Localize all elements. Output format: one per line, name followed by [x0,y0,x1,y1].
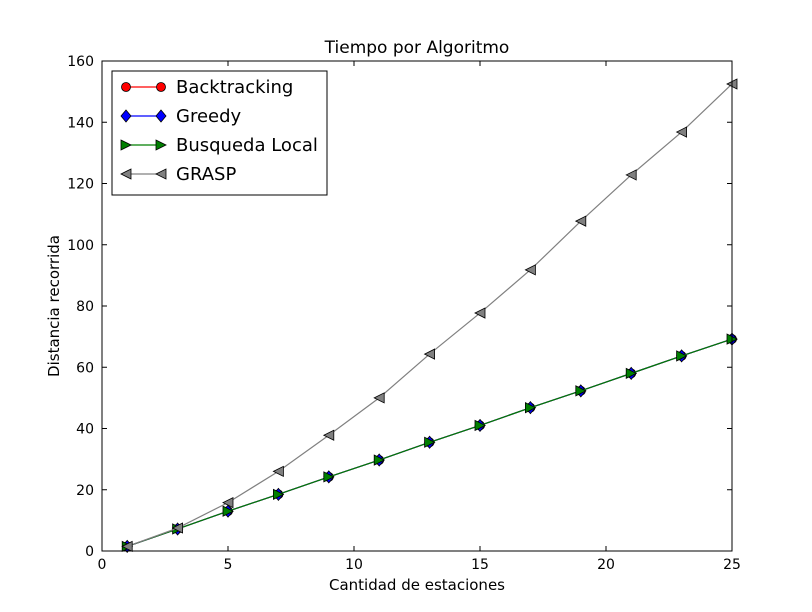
legend-marker-a-1 [120,109,132,123]
series-3-point-6 [423,348,436,360]
series-3-point-11 [675,126,687,138]
series-3-point-4 [322,429,335,441]
legend-marker-b-1 [155,109,167,123]
series-2-point-5 [373,454,386,466]
series-3-point-2 [222,496,234,509]
legend-label-0: Backtracking [176,77,293,98]
series-3-point-1 [171,522,184,534]
y-tick-label-1: 20 [76,483,94,499]
legend-marker-b-2 [155,139,167,151]
x-tick-label-4: 20 [597,557,615,573]
series-3-point-3 [272,465,284,478]
x-tick-label-0: 0 [98,557,107,573]
series-3-point-0 [121,540,133,553]
series-2-point-3 [272,488,285,500]
series-2-point-4 [323,471,335,483]
series-2-point-7 [474,419,486,432]
legend-label-2: Busqueda Local [176,135,318,156]
series-2-point-9 [575,385,587,397]
y-tick-label-0: 0 [85,544,94,560]
series-3-point-7 [474,307,486,319]
series-3 [121,78,738,553]
x-tick-label-3: 15 [471,557,489,573]
x-tick-label-1: 5 [224,557,233,573]
x-tick-label-5: 25 [723,557,741,573]
legend-marker-b-3 [155,168,167,180]
y-tick-label-7: 140 [67,115,94,131]
y-axis-label: Distancia recorrida [45,235,63,377]
series-2-point-6 [424,436,436,448]
series-2-point-2 [222,505,234,517]
y-tick-label-2: 40 [76,422,94,438]
y-tick-label-6: 120 [67,177,94,193]
legend-label-1: Greedy [176,106,242,127]
series-2 [121,333,738,553]
series-2-point-10 [625,367,638,380]
series-2-point-11 [676,350,688,362]
series-3-point-9 [574,215,587,227]
ticks-layer: 0 5 10 15 20 25 0 20 40 60 80 100 120 140 160 [67,54,741,573]
series-layer [121,78,738,554]
y-tick-label-3: 60 [76,360,94,376]
legend-marker-a-2 [120,139,132,151]
x-tick-label-2: 10 [345,557,363,573]
series-2-point-8 [525,402,537,414]
y-tick-label-5: 100 [67,238,94,254]
x-axis-label: Cantidad de estaciones [329,576,505,594]
legend: Backtracking Greedy Busqueda Local GRASP [111,70,328,196]
legend-marker-b-0 [156,82,166,92]
y-tick-label-8: 160 [67,54,94,70]
legend-marker-a-0 [121,82,131,92]
chart-title: Tiempo por Algoritmo [324,38,510,58]
legend-label-3: GRASP [176,164,236,185]
y-tick-label-4: 80 [76,299,94,315]
series-3-point-5 [373,392,385,404]
series-3-point-10 [625,169,637,181]
series-3-point-8 [524,264,536,276]
legend-marker-a-3 [120,168,132,180]
